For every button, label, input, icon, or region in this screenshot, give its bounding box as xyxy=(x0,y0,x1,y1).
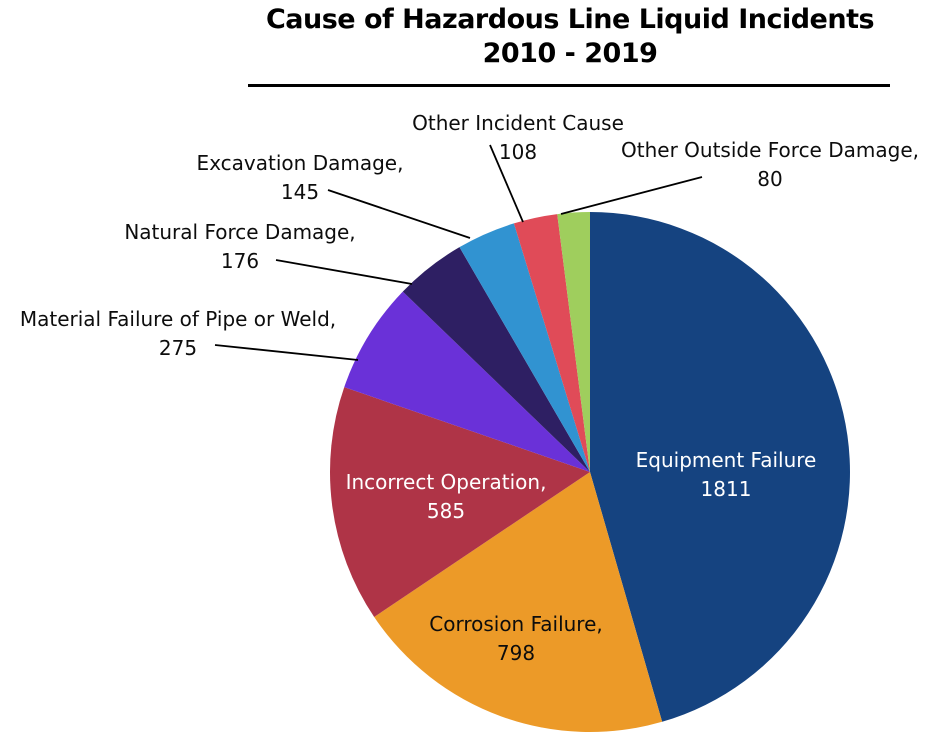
segment-name-label: Excavation Damage, xyxy=(196,151,404,175)
chart-title: Cause of Hazardous Line Liquid Incidents… xyxy=(192,3,947,71)
segment-label-other-outside-force-damage: Other Outside Force Damage, 80 xyxy=(621,136,919,194)
segment-value-label: 1811 xyxy=(700,477,752,501)
pie-slice-equipment-failure xyxy=(590,212,850,722)
pie-slice-other-outside-force-damage xyxy=(557,212,590,472)
segment-name-label: Material Failure of Pipe or Weld, xyxy=(19,307,337,331)
title-underline xyxy=(248,84,890,87)
chart-title-line2: 2010 - 2019 xyxy=(482,38,658,69)
segment-label-incorrect-operation: Incorrect Operation, 585 xyxy=(346,468,547,526)
leader-line-other-outside xyxy=(560,176,703,215)
chart-title-line1: Cause of Hazardous Line Liquid Incidents xyxy=(265,4,875,35)
segment-name-label: Other Outside Force Damage, xyxy=(621,138,919,162)
pie-slice-natural-force-damage xyxy=(402,247,590,472)
leader-line-material-failure xyxy=(214,344,359,361)
segment-value-label: 585 xyxy=(426,499,466,523)
pie-slices xyxy=(330,212,850,732)
segment-label-excavation-damage: Excavation Damage, 145 xyxy=(197,149,404,207)
segment-name-label: Natural Force Damage, xyxy=(124,220,356,244)
leader-lines xyxy=(214,144,703,361)
segment-value-label: 176 xyxy=(220,249,260,273)
segment-value-label: 798 xyxy=(496,641,536,665)
segment-label-other-incident-cause: Other Incident Cause 108 xyxy=(412,109,624,167)
segment-label-material-failure: Material Failure of Pipe or Weld, 275 xyxy=(20,305,336,363)
pie-slice-excavation-damage xyxy=(459,223,590,472)
segment-value-label: 275 xyxy=(158,336,198,360)
leader-line-excavation xyxy=(327,189,471,239)
pie-slice-other-incident-cause xyxy=(513,214,590,472)
leader-line-natural-force xyxy=(275,259,413,285)
segment-name-label: Equipment Failure xyxy=(635,448,817,472)
segment-label-equipment-failure: Equipment Failure 1811 xyxy=(636,446,817,504)
pie-slice-corrosion-failure xyxy=(374,472,663,732)
segment-name-label: Incorrect Operation, xyxy=(345,470,547,494)
segment-value-label: 145 xyxy=(280,180,320,204)
segment-label-corrosion-failure: Corrosion Failure, 798 xyxy=(429,610,603,668)
leader-line-other-incident xyxy=(489,144,524,223)
pie-slice-incorrect-operation xyxy=(330,387,590,617)
segment-name-label: Corrosion Failure, xyxy=(429,612,603,636)
segment-value-label: 108 xyxy=(498,140,538,164)
segment-name-label: Other Incident Cause xyxy=(412,111,624,135)
segment-label-natural-force-damage: Natural Force Damage, 176 xyxy=(124,218,355,276)
segment-value-label: 80 xyxy=(757,167,783,191)
pie-slice-material-failure-of-pipe-or-weld xyxy=(344,291,590,472)
